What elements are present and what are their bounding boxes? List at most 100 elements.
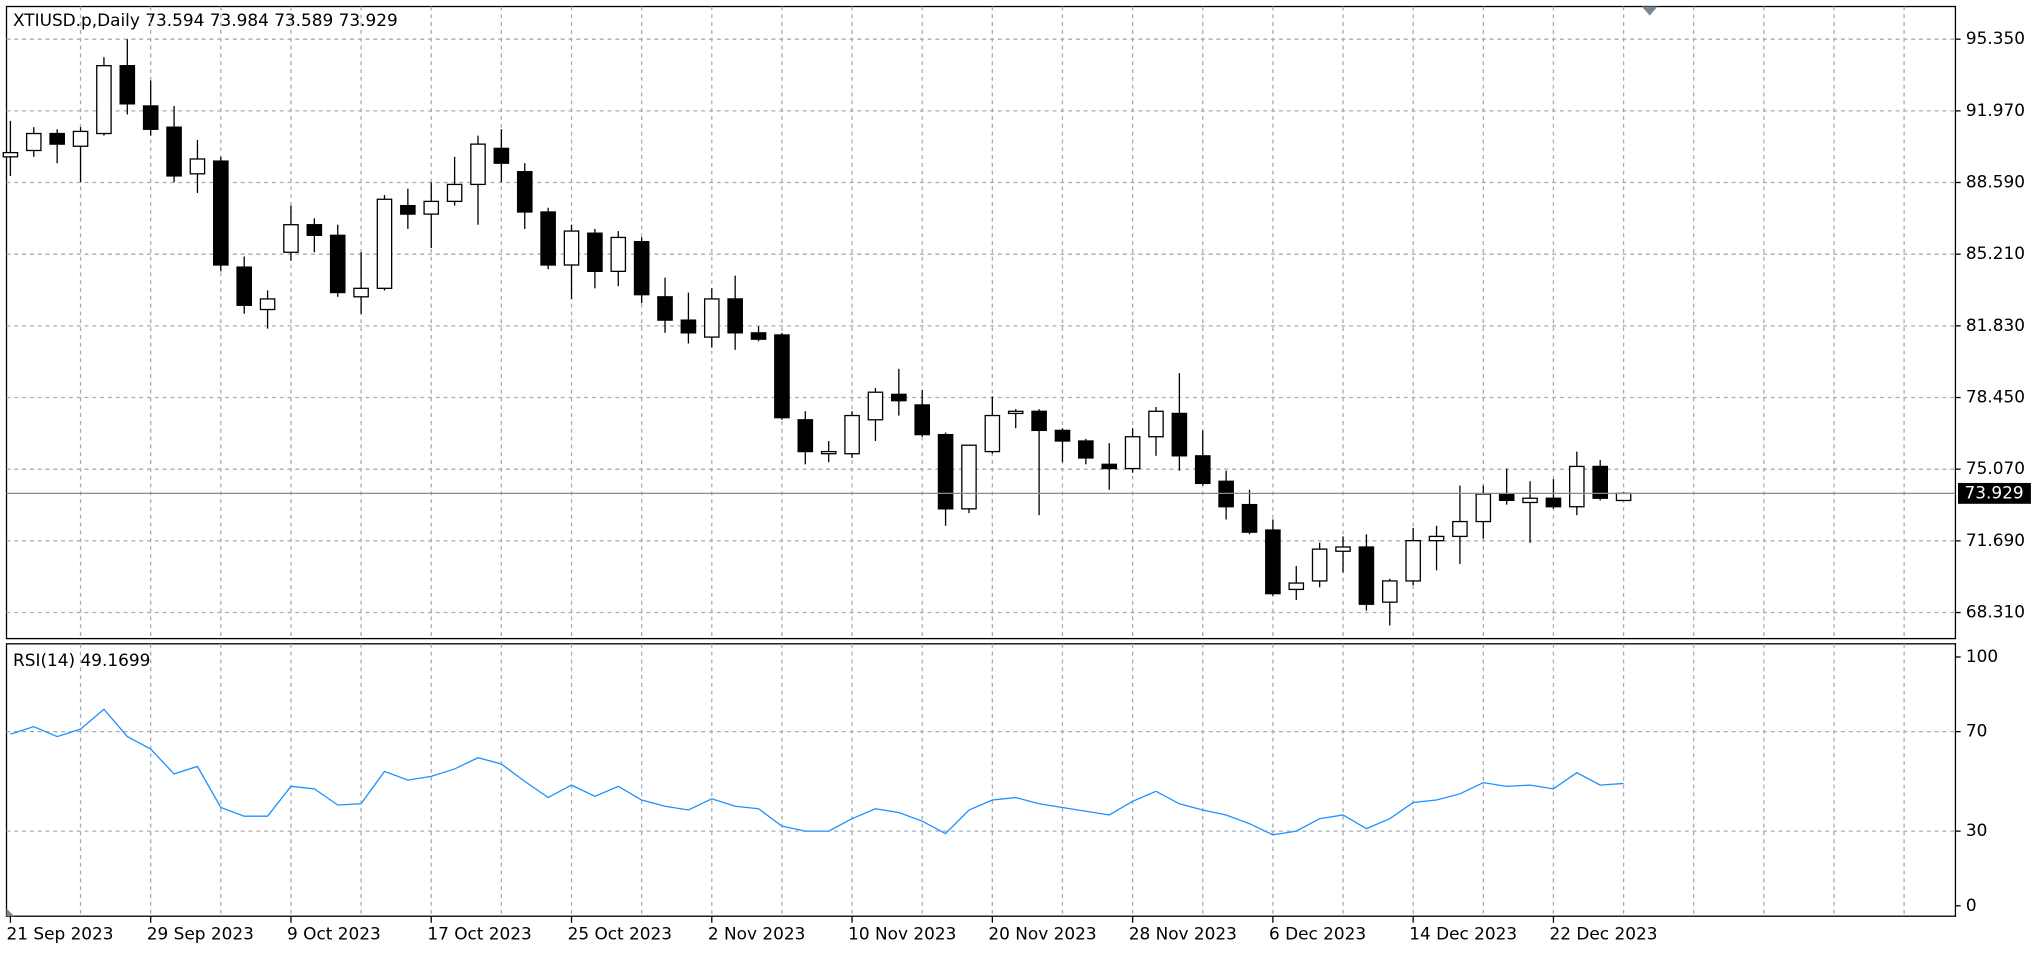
candle-body [189, 158, 206, 175]
y-tick-label: 85.210 [1966, 243, 2025, 263]
chart-title: XTIUSD.p,Daily 73.594 73.984 73.589 73.9… [13, 10, 398, 30]
candle-body [961, 444, 977, 510]
candle-body [1335, 546, 1351, 552]
candle-body [400, 204, 416, 215]
candle-body [1569, 465, 1585, 508]
candle-body [563, 230, 580, 266]
candle-body [750, 332, 767, 340]
candle-body [329, 234, 346, 294]
candle-body [727, 298, 743, 334]
candle-body [891, 393, 907, 402]
candle-body [1615, 492, 1632, 502]
candle-body [1171, 412, 1188, 457]
x-tick-label: 2 Nov 2023 [708, 923, 805, 943]
y-tick-label: 30 [1966, 820, 1987, 840]
candle-body [1311, 548, 1328, 582]
candle-body [470, 143, 486, 186]
candle-body [610, 236, 627, 273]
x-tick-label: 9 Oct 2023 [287, 923, 381, 943]
candle-body [119, 65, 136, 105]
rsi-title: RSI(14) 49.1699 [13, 650, 150, 670]
candle-body [236, 266, 253, 306]
x-tick-label: 21 Sep 2023 [7, 923, 114, 943]
scroll-marker [6, 908, 15, 917]
x-tick-label: 22 Dec 2023 [1550, 923, 1658, 943]
x-tick-label: 14 Dec 2023 [1409, 923, 1517, 943]
candle-body [1101, 463, 1118, 470]
candle-body [423, 200, 440, 215]
y-tick-label: 70 [1966, 721, 1987, 741]
candle-body [1054, 429, 1071, 442]
candle-body [25, 132, 42, 152]
candle-body [166, 126, 182, 177]
candle-body [1405, 539, 1421, 582]
candle-body [1358, 546, 1375, 605]
candle-body [1452, 520, 1468, 538]
candle-body [984, 414, 1001, 453]
candle-body [376, 198, 393, 289]
candle-body [914, 404, 931, 436]
candle-body [1031, 410, 1047, 432]
y-tick-label: 68.310 [1966, 602, 2025, 622]
rsi-line [10, 708, 1624, 836]
price-label-box [1958, 482, 2031, 504]
candle-body [49, 132, 65, 145]
x-tick-label: 20 Nov 2023 [988, 923, 1096, 943]
candle-body [1288, 582, 1305, 591]
candle-body [96, 65, 112, 135]
x-tick-label: 29 Sep 2023 [147, 923, 254, 943]
candle-body [283, 224, 299, 253]
candle-body [703, 298, 720, 338]
candle-body [446, 183, 463, 203]
y-tick-label: 81.830 [1966, 315, 2025, 335]
candle-body [937, 433, 954, 510]
candle-body [867, 391, 884, 421]
candle-body [680, 319, 697, 334]
candle-body [142, 105, 159, 130]
candle-body [1545, 497, 1562, 508]
candle-body [820, 450, 837, 455]
candle-body [587, 232, 603, 273]
candle-body [1241, 503, 1258, 533]
candle-body [493, 147, 510, 164]
candle-body [1148, 410, 1164, 438]
price-panel-frame [5, 5, 1957, 640]
price-label: 73.929 [1965, 482, 2024, 502]
candle-body [1124, 436, 1141, 470]
candle-body [797, 419, 814, 453]
x-tick-label: 17 Oct 2023 [427, 923, 531, 943]
candle-body [1428, 535, 1445, 542]
candle-body [72, 130, 89, 147]
candle-body [1522, 497, 1538, 504]
candle-body [1194, 455, 1211, 485]
candle-body [633, 241, 650, 296]
shift-marker [1641, 6, 1658, 16]
rsi-panel-frame [5, 643, 1957, 917]
candle-body [1381, 580, 1398, 603]
candle-body [1475, 493, 1492, 523]
x-tick-label: 10 Nov 2023 [848, 923, 956, 943]
y-tick-label: 71.690 [1966, 530, 2025, 550]
y-tick-label: 95.350 [1966, 28, 2025, 48]
x-tick-label: 28 Nov 2023 [1129, 923, 1237, 943]
candle-body [1007, 410, 1024, 415]
candle-body [1265, 529, 1281, 595]
y-tick-label: 100 [1966, 646, 1998, 666]
candle-body [213, 160, 229, 266]
candle-body [516, 171, 533, 213]
y-tick-label: 0 [1966, 895, 1977, 915]
candle-body [1498, 493, 1515, 502]
y-tick-label: 75.070 [1966, 458, 2025, 478]
candle-body [306, 224, 323, 236]
candle-body [844, 414, 860, 455]
y-tick-label: 78.450 [1966, 387, 2025, 407]
candle-body [2, 151, 19, 158]
y-tick-label: 88.590 [1966, 171, 2025, 191]
candle-body [353, 287, 369, 298]
x-tick-label: 6 Dec 2023 [1269, 923, 1366, 943]
candle-body [1592, 465, 1609, 499]
candle-body [540, 211, 556, 266]
